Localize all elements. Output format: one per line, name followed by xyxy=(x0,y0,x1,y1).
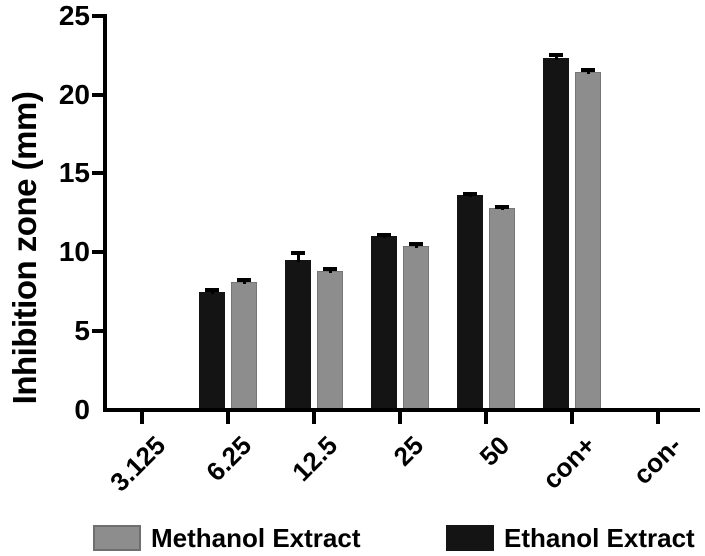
y-tick-10 xyxy=(92,250,103,255)
y-tick-20 xyxy=(92,92,103,97)
y-tick-label-20: 20 xyxy=(58,78,90,110)
bar-methanol-extract-con+ xyxy=(575,72,601,410)
y-tick-15 xyxy=(92,171,103,176)
legend-swatch-methanol-extract xyxy=(93,525,141,551)
x-tick-50 xyxy=(484,412,488,424)
error-bar-cap-methanol-extract-12-5 xyxy=(323,266,337,271)
y-axis-line xyxy=(103,14,107,412)
x-axis-line xyxy=(103,408,700,412)
x-tick-12-5 xyxy=(312,412,316,424)
y-tick-label-5: 5 xyxy=(74,315,90,347)
error-bar-stem-methanol-extract-con+ xyxy=(586,70,590,75)
legend-item-ethanol-extract: Ethanol Extract xyxy=(446,522,695,554)
y-tick-label-0: 0 xyxy=(74,394,90,425)
error-bar-stem-methanol-extract-25 xyxy=(414,243,418,248)
y-tick-label-15: 15 xyxy=(58,157,90,189)
bar-ethanol-extract-50 xyxy=(457,195,483,410)
legend-label-ethanol-extract: Ethanol Extract xyxy=(504,523,695,553)
error-bar-cap-ethanol-extract-6-25 xyxy=(205,288,219,293)
bar-ethanol-extract-6-25 xyxy=(199,291,225,410)
error-bar-cap-methanol-extract-25 xyxy=(409,241,423,246)
legend-swatch-ethanol-extract xyxy=(446,525,494,551)
error-bar-cap-ethanol-extract-25 xyxy=(377,232,391,237)
x-tick-25 xyxy=(398,412,402,424)
error-bar-cap-methanol-extract-con+ xyxy=(581,68,595,73)
bar-ethanol-extract-12-5 xyxy=(285,260,311,410)
bar-methanol-extract-50 xyxy=(489,208,515,410)
error-bar-stem-ethanol-extract-con+ xyxy=(554,55,558,61)
error-bar-stem-methanol-extract-6-25 xyxy=(242,279,246,285)
x-tick-3-125 xyxy=(140,412,144,424)
y-tick-25 xyxy=(92,13,103,18)
error-bar-cap-ethanol-extract-50 xyxy=(463,191,477,196)
error-bar-cap-ethanol-extract-12-5 xyxy=(291,251,305,256)
bar-ethanol-extract-25 xyxy=(371,236,397,410)
error-bar-stem-methanol-extract-12-5 xyxy=(328,268,332,274)
y-tick-5 xyxy=(92,329,103,334)
error-bar-stem-ethanol-extract-12-5 xyxy=(296,253,300,263)
legend-label-methanol-extract: Methanol Extract xyxy=(151,523,361,553)
error-bar-cap-methanol-extract-6-25 xyxy=(237,277,251,282)
bar-methanol-extract-12-5 xyxy=(317,271,343,410)
bar-ethanol-extract-con+ xyxy=(543,58,569,410)
error-bar-cap-methanol-extract-50 xyxy=(495,204,509,209)
error-bar-cap-ethanol-extract-con+ xyxy=(549,53,563,58)
bar-methanol-extract-25 xyxy=(403,245,429,410)
x-tick-con+ xyxy=(570,412,574,424)
bar-methanol-extract-6-25 xyxy=(231,282,257,410)
x-tick-6-25 xyxy=(226,412,230,424)
y-tick-label-25: 25 xyxy=(58,0,90,31)
legend-item-methanol-extract: Methanol Extract xyxy=(93,522,361,554)
x-tick-con- xyxy=(656,412,660,424)
y-tick-label-10: 10 xyxy=(58,236,90,268)
